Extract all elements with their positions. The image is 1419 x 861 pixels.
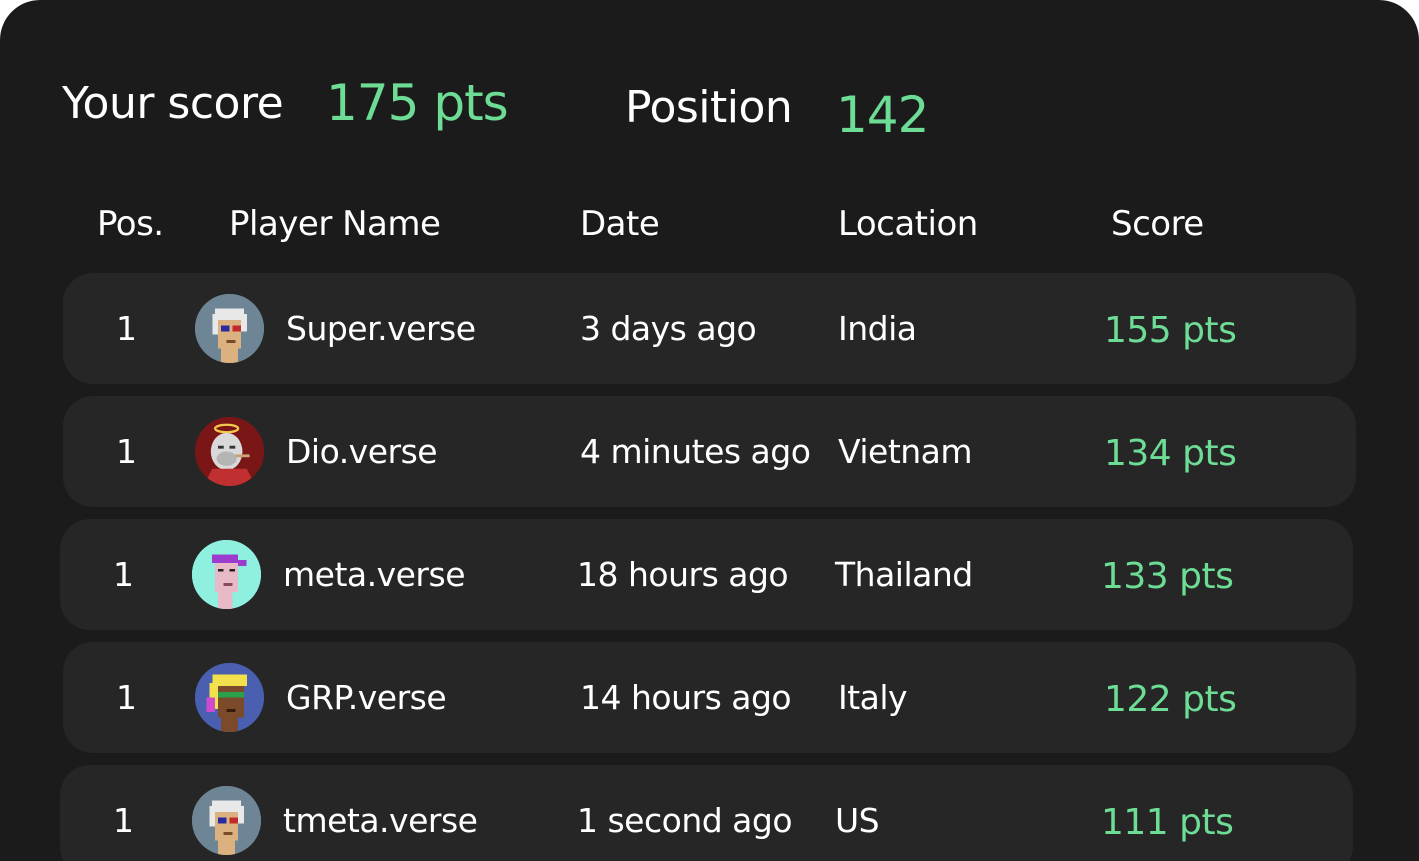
row-date: 18 hours ago (577, 555, 789, 594)
row-position: 1 (116, 678, 137, 717)
column-header-player-name[interactable]: Player Name (229, 204, 441, 244)
row-score: 134 pts (1104, 433, 1237, 474)
row-location: India (838, 309, 917, 348)
column-header-position[interactable]: Pos. (97, 204, 164, 244)
table-row[interactable]: 1 tmeta.verse 1 second ago US 111 pts (60, 765, 1353, 861)
player-name[interactable]: tmeta.verse (283, 801, 478, 840)
your-score-value: 175 pts (326, 74, 509, 132)
row-score: 133 pts (1101, 556, 1234, 597)
row-position: 1 (116, 309, 137, 348)
pixel-punk-white-hair-avatar (192, 786, 261, 855)
row-position: 1 (113, 801, 134, 840)
row-score: 155 pts (1104, 310, 1237, 351)
column-header-date[interactable]: Date (580, 204, 660, 244)
row-location: Vietnam (838, 432, 973, 471)
row-date: 4 minutes ago (580, 432, 811, 471)
table-row[interactable]: 1 Dio.verse 4 minutes ago Vietnam 134 pt… (63, 396, 1356, 507)
player-name[interactable]: GRP.verse (286, 678, 447, 717)
your-score-label: Your score (62, 78, 284, 129)
position-value: 142 (836, 86, 929, 144)
player-name[interactable]: Dio.verse (286, 432, 438, 471)
column-header-location[interactable]: Location (838, 204, 978, 244)
pixel-punk-white-hair-avatar (195, 294, 264, 363)
player-name[interactable]: Super.verse (286, 309, 476, 348)
position-label: Position (625, 82, 793, 133)
row-location: Italy (838, 678, 908, 717)
ape-halo-avatar (195, 417, 264, 486)
row-position: 1 (113, 555, 134, 594)
row-date: 3 days ago (580, 309, 757, 348)
row-score: 111 pts (1101, 802, 1234, 843)
table-row[interactable]: 1 Super.verse 3 days ago India 155 pts (63, 273, 1356, 384)
table-row[interactable]: 1 meta.verse 18 hours ago Thailand 133 p… (60, 519, 1353, 630)
player-name[interactable]: meta.verse (283, 555, 466, 594)
column-header-score[interactable]: Score (1111, 204, 1204, 244)
row-date: 14 hours ago (580, 678, 792, 717)
row-location: US (835, 801, 880, 840)
row-position: 1 (116, 432, 137, 471)
pixel-punk-yellow-hair-avatar (195, 663, 264, 732)
table-row[interactable]: 1 GRP.verse 14 hours ago Italy 122 pts (63, 642, 1356, 753)
row-date: 1 second ago (577, 801, 793, 840)
row-location: Thailand (835, 555, 973, 594)
pixel-punk-purple-cap-avatar (192, 540, 261, 609)
row-score: 122 pts (1104, 679, 1237, 720)
